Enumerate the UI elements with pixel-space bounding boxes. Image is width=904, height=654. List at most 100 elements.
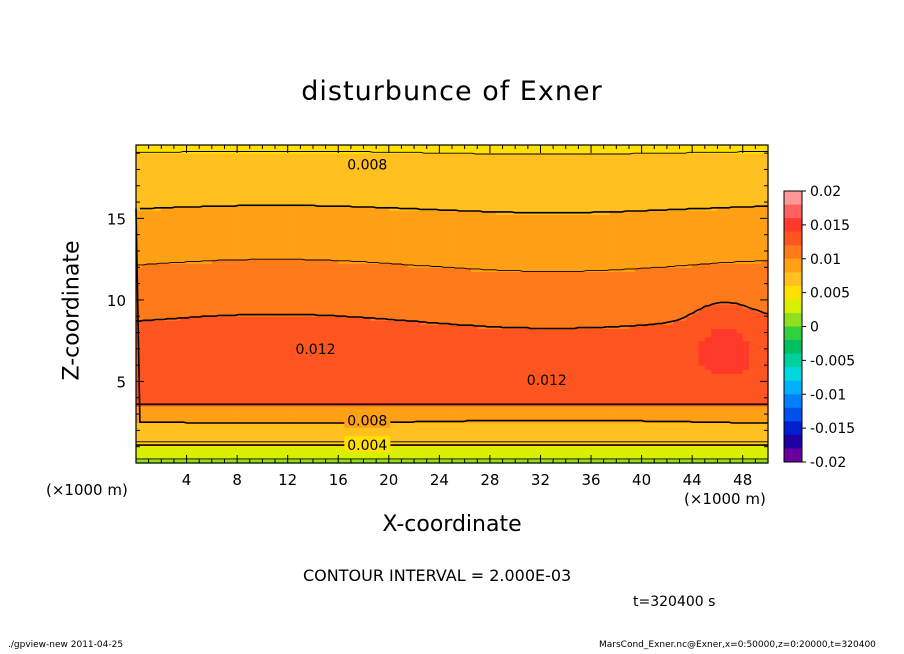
heatmap-cell (433, 299, 440, 305)
heatmap-cell (458, 340, 466, 346)
heatmap-cell (154, 246, 162, 252)
heatmap-cell (205, 161, 213, 166)
heatmap-cell (521, 238, 529, 244)
heatmap-cell (287, 385, 295, 391)
heatmap-cell (300, 320, 308, 325)
heatmap-cell (249, 238, 257, 244)
heatmap-cell (527, 332, 535, 338)
heatmap-cell (186, 385, 194, 391)
heatmap-cell (401, 446, 409, 452)
heatmap-cell (230, 275, 238, 281)
heatmap-cell (338, 446, 346, 452)
heatmap-cell (331, 365, 339, 370)
heatmap-cell (515, 426, 523, 431)
heatmap-cell (224, 422, 232, 427)
heatmap-cell (173, 414, 181, 419)
heatmap-cell (534, 185, 542, 191)
heatmap-cell (218, 181, 226, 187)
heatmap-cell (388, 422, 396, 427)
heatmap-cell (483, 238, 491, 244)
heatmap-cell (142, 361, 150, 366)
heatmap-cell (173, 173, 181, 179)
heatmap-cell (167, 279, 175, 285)
heatmap-cell (224, 214, 232, 219)
heatmap-cell (350, 340, 358, 346)
heatmap-cell (395, 263, 403, 268)
heatmap-cell (483, 218, 491, 224)
heatmap-cell (489, 426, 497, 431)
heatmap-cell (237, 206, 245, 211)
heatmap-cell (502, 181, 510, 187)
heatmap-cell (218, 397, 226, 403)
heatmap-cell (199, 385, 207, 391)
heatmap-cell (369, 145, 377, 150)
heatmap-cell (464, 267, 472, 272)
heatmap-cell (319, 393, 327, 399)
heatmap-cell (230, 410, 238, 415)
heatmap-cell (154, 287, 162, 293)
heatmap-cell (287, 173, 295, 179)
heatmap-cell (445, 145, 453, 150)
heatmap-cell (180, 161, 188, 166)
heatmap-cell (420, 446, 428, 452)
heatmap-cell (470, 177, 478, 183)
heatmap-cell (281, 251, 289, 256)
heatmap-cell (502, 238, 510, 244)
heatmap-cell (439, 434, 447, 440)
heatmap-cell (382, 389, 390, 395)
heatmap-cell (357, 275, 365, 281)
heatmap-cell (148, 242, 156, 248)
heatmap-cell (369, 198, 377, 203)
heatmap-cell (186, 153, 194, 158)
heatmap-cell (331, 422, 339, 427)
heatmap-cell (515, 397, 523, 403)
heatmap-cell (300, 202, 308, 207)
heatmap-cell (344, 218, 352, 224)
heatmap-cell (420, 405, 428, 411)
heatmap-cell (357, 320, 365, 325)
heatmap-cell (312, 279, 320, 285)
heatmap-cell (414, 255, 421, 260)
heatmap-cell (426, 193, 434, 199)
heatmap-cell (249, 210, 257, 215)
heatmap-cell (357, 361, 365, 366)
heatmap-cell (344, 173, 352, 179)
heatmap-cell (331, 246, 339, 252)
heatmap-cell (218, 361, 226, 366)
heatmap-cell (268, 291, 276, 297)
heatmap-cell (458, 214, 466, 219)
heatmap-cell (534, 206, 542, 211)
heatmap-cell (407, 357, 415, 362)
heatmap-cell (224, 377, 232, 383)
heatmap-cell (243, 177, 251, 183)
heatmap-cell (433, 259, 440, 264)
heatmap-cell (199, 405, 207, 411)
heatmap-cell (237, 397, 245, 403)
heatmap-cell (275, 218, 282, 224)
heatmap-cell (439, 210, 447, 215)
heatmap-cell (262, 295, 270, 301)
heatmap-cell (363, 320, 371, 325)
heatmap-cell (306, 198, 314, 203)
heatmap-cell (180, 259, 188, 264)
heatmap-cell (167, 393, 175, 399)
heatmap-cell (502, 340, 510, 346)
heatmap-cell (148, 405, 156, 411)
heatmap-cell (534, 365, 542, 370)
heatmap-cell (357, 206, 365, 211)
heatmap-cell (420, 340, 428, 346)
heatmap-cell (508, 234, 516, 240)
heatmap-cell (180, 357, 188, 362)
heatmap-cell (369, 332, 377, 338)
heatmap-cell (142, 238, 150, 244)
heatmap-cell (527, 238, 535, 244)
heatmap-cell (312, 393, 320, 399)
heatmap-cell (224, 426, 232, 431)
heatmap-cell (521, 332, 529, 338)
heatmap-cell (369, 267, 377, 272)
heatmap-cell (470, 271, 478, 277)
heatmap-cell (464, 344, 472, 350)
heatmap-cell (224, 169, 232, 175)
heatmap-cell (344, 312, 352, 317)
heatmap-cell (237, 287, 245, 293)
